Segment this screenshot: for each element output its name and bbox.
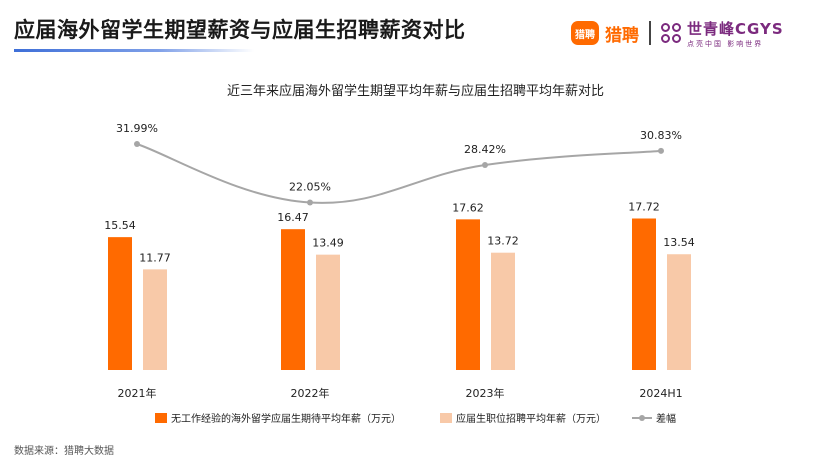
gap-label-3: 30.83% [640,129,682,142]
legend-marker-gap [639,415,645,421]
cgys-brand: 世青峰CGYS 点亮中国 影响世界 [661,16,784,50]
gap-point-2 [482,162,488,169]
gap-point-1 [307,199,313,206]
bar-recruit-1 [316,254,340,370]
gap-point-3 [658,147,664,154]
gap-line [136,143,662,204]
chart-title: 近三年来应届海外留学生期望平均年薪与应届生招聘平均年薪对比 [226,84,604,99]
bar-label-0-1: 16.47 [277,211,309,224]
bar-label-1-0: 11.77 [139,251,171,264]
bar-label-0-2: 17.62 [452,201,484,214]
x-tick-label-3: 2024H1 [639,387,682,400]
x-tick-label-0: 2021年 [118,386,157,400]
cgys-logo-icon [661,23,681,43]
bar-label-0-3: 17.72 [628,200,660,213]
legend-label-expected: 无工作经验的海外留学应届生期待平均年薪（万元） [171,412,401,425]
gap-label-0: 31.99% [116,122,158,135]
legend-swatch-recruit [440,413,452,423]
title-underline [14,49,254,52]
bar-label-1-3: 13.54 [663,236,695,249]
bar-expected-1 [281,229,305,370]
page-title: 应届海外留学生期望薪资与应届生招聘薪资对比 [14,18,466,42]
legend-label-recruit: 应届生职位招聘平均年薪（万元） [456,412,606,425]
gap-label-1: 22.05% [289,181,331,194]
bar-recruit-2 [491,252,515,370]
liepin-brand-name: 猎聘 [605,25,639,46]
bar-recruit-3 [667,254,691,370]
bar-expected-0 [108,237,132,370]
x-tick-label-2: 2023年 [466,386,505,400]
x-tick-label-1: 2022年 [291,386,330,400]
legend-label-gap: 差幅 [656,412,676,425]
bar-expected-3 [632,218,656,370]
liepin-brand: 猎聘 猎聘 [571,16,639,50]
cgys-slogan: 点亮中国 影响世界 [687,39,764,48]
cgys-brand-name: 世青峰CGYS [687,19,784,38]
bar-label-0-0: 15.54 [104,219,136,232]
legend-swatch-expected [155,413,167,423]
data-source: 数据来源：猎聘大数据 [14,446,114,457]
gap-label-2: 28.42% [464,143,506,156]
bar-recruit-0 [143,269,167,370]
liepin-logo-icon: 猎聘 [571,21,599,45]
bar-label-1-1: 13.49 [312,237,344,250]
gap-point-0 [134,141,140,147]
bar-expected-2 [456,219,480,370]
brand-divider [649,21,651,45]
bar-label-1-2: 13.72 [487,235,519,248]
